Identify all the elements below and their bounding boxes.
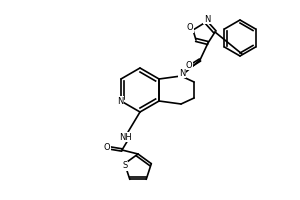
Text: S: S (122, 161, 127, 170)
Text: NH: NH (120, 132, 132, 142)
Text: O: O (186, 60, 192, 70)
Text: O: O (187, 23, 193, 32)
Text: O: O (104, 142, 110, 152)
Text: N: N (179, 68, 185, 77)
Text: N: N (204, 15, 210, 23)
Text: N: N (117, 97, 123, 106)
